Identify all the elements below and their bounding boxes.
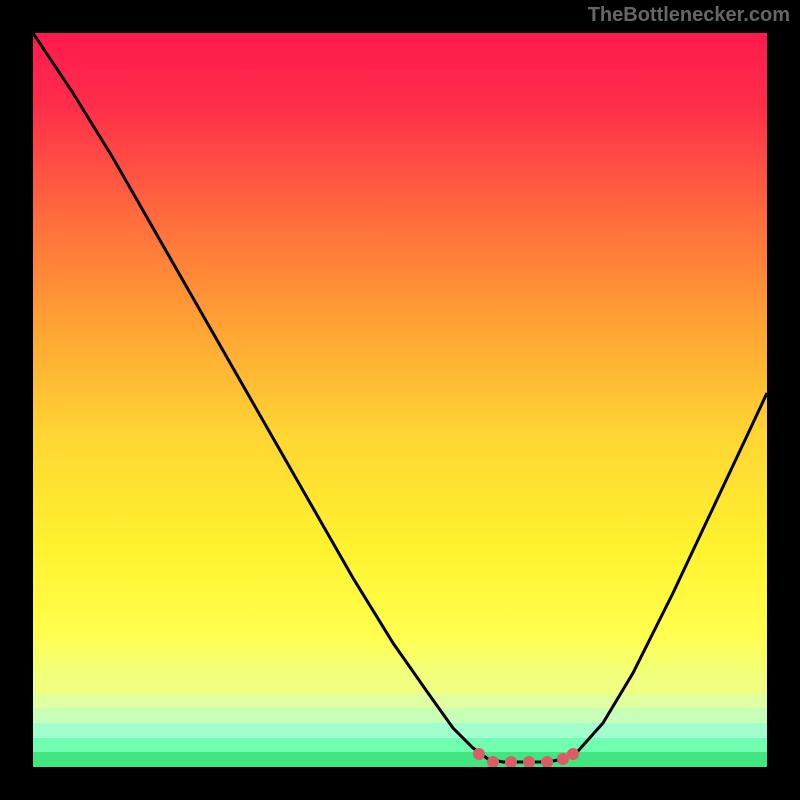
valley-marker [567, 748, 579, 760]
valley-marker [541, 756, 553, 767]
valley-marker [505, 756, 517, 767]
watermark-text: TheBottlenecker.com [588, 4, 790, 27]
valley-marker [473, 748, 485, 760]
valley-marker [523, 756, 535, 767]
plot-area [33, 33, 767, 767]
bottleneck-curve [33, 33, 767, 767]
